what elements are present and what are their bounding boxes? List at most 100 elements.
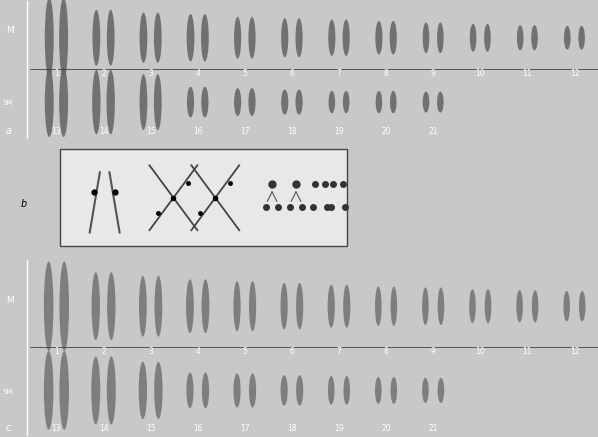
Ellipse shape	[579, 291, 585, 322]
Ellipse shape	[107, 10, 115, 66]
Ellipse shape	[248, 88, 255, 116]
Text: SM: SM	[2, 101, 13, 107]
Ellipse shape	[139, 13, 147, 63]
Ellipse shape	[328, 20, 335, 56]
Ellipse shape	[187, 87, 194, 118]
Text: 21: 21	[428, 127, 438, 135]
Text: 5: 5	[242, 347, 247, 357]
Ellipse shape	[516, 290, 523, 323]
Ellipse shape	[390, 377, 397, 404]
Ellipse shape	[107, 357, 116, 424]
Ellipse shape	[343, 285, 350, 328]
Ellipse shape	[139, 74, 147, 130]
Text: 9: 9	[431, 347, 435, 357]
Ellipse shape	[91, 272, 100, 340]
Text: 12: 12	[570, 347, 579, 357]
Ellipse shape	[233, 281, 240, 331]
Text: 20: 20	[382, 127, 391, 135]
Ellipse shape	[139, 362, 147, 419]
Ellipse shape	[343, 91, 349, 113]
Ellipse shape	[139, 276, 147, 336]
Ellipse shape	[281, 18, 288, 57]
Ellipse shape	[376, 91, 382, 113]
Ellipse shape	[233, 373, 240, 407]
Ellipse shape	[578, 26, 585, 50]
Text: 11: 11	[523, 69, 532, 78]
Text: 7: 7	[337, 347, 341, 357]
Text: 15: 15	[146, 127, 155, 135]
Text: 4: 4	[196, 69, 200, 78]
Text: 2: 2	[101, 347, 106, 357]
Text: 16: 16	[193, 127, 203, 135]
Ellipse shape	[563, 291, 570, 322]
Text: 18: 18	[287, 424, 297, 434]
Ellipse shape	[423, 22, 429, 53]
Ellipse shape	[249, 281, 256, 331]
Ellipse shape	[376, 21, 383, 55]
Ellipse shape	[296, 283, 303, 329]
Ellipse shape	[202, 372, 209, 408]
Ellipse shape	[234, 17, 241, 59]
Text: M: M	[6, 26, 13, 35]
FancyBboxPatch shape	[60, 149, 347, 246]
Text: 8: 8	[384, 69, 389, 78]
Text: SM: SM	[2, 389, 13, 395]
Ellipse shape	[437, 22, 444, 53]
Text: 18: 18	[287, 127, 297, 135]
Text: 19: 19	[334, 424, 344, 434]
Ellipse shape	[154, 362, 163, 419]
Ellipse shape	[295, 90, 303, 114]
Text: 6: 6	[289, 347, 294, 357]
Ellipse shape	[187, 372, 194, 408]
Text: 9: 9	[431, 69, 435, 78]
Text: 17: 17	[240, 424, 249, 434]
Ellipse shape	[517, 25, 523, 50]
Ellipse shape	[202, 87, 209, 118]
Ellipse shape	[423, 92, 429, 113]
Text: 3: 3	[148, 347, 153, 357]
Text: a: a	[6, 126, 12, 135]
Text: 2: 2	[101, 69, 106, 78]
Ellipse shape	[106, 70, 115, 134]
Ellipse shape	[45, 67, 54, 137]
Text: 13: 13	[51, 424, 61, 434]
Ellipse shape	[295, 18, 303, 57]
Text: 1: 1	[54, 69, 59, 78]
Text: 6: 6	[289, 69, 294, 78]
Ellipse shape	[485, 289, 492, 323]
Text: 1: 1	[54, 347, 59, 357]
Ellipse shape	[438, 288, 444, 325]
Text: 19: 19	[334, 127, 344, 135]
Ellipse shape	[107, 272, 115, 340]
Ellipse shape	[249, 373, 256, 407]
Text: 21: 21	[428, 424, 438, 434]
Text: 20: 20	[382, 424, 391, 434]
Ellipse shape	[328, 91, 335, 113]
Ellipse shape	[328, 285, 335, 328]
Ellipse shape	[296, 375, 303, 406]
Ellipse shape	[469, 289, 476, 323]
Ellipse shape	[280, 283, 288, 329]
Text: 13: 13	[51, 127, 61, 135]
Text: b: b	[21, 198, 27, 208]
Ellipse shape	[59, 351, 69, 430]
Ellipse shape	[92, 70, 100, 134]
Text: 7: 7	[337, 69, 341, 78]
Text: 8: 8	[384, 347, 389, 357]
Text: M: M	[6, 296, 13, 305]
Text: 10: 10	[475, 347, 485, 357]
Ellipse shape	[59, 67, 68, 137]
Ellipse shape	[280, 375, 288, 406]
Ellipse shape	[154, 276, 162, 336]
Text: 14: 14	[99, 424, 108, 434]
Ellipse shape	[390, 21, 397, 55]
Ellipse shape	[187, 14, 194, 62]
Ellipse shape	[564, 26, 570, 50]
Ellipse shape	[328, 376, 334, 405]
Ellipse shape	[422, 378, 429, 403]
Ellipse shape	[343, 20, 350, 56]
Ellipse shape	[422, 288, 429, 325]
Ellipse shape	[59, 261, 69, 351]
Ellipse shape	[484, 24, 491, 52]
Ellipse shape	[93, 10, 100, 66]
